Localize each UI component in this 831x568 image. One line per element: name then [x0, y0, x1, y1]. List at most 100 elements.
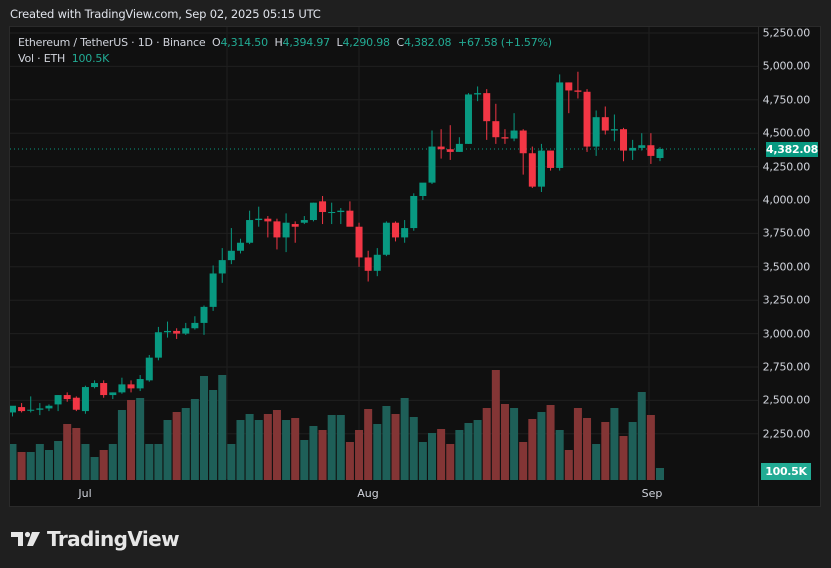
candle[interactable]	[537, 143, 545, 192]
volume-bar	[172, 412, 181, 480]
candle[interactable]	[565, 82, 573, 114]
candle[interactable]	[282, 213, 290, 253]
volume-bar	[428, 433, 436, 480]
candle[interactable]	[638, 133, 646, 151]
candle[interactable]	[300, 216, 308, 225]
symbol-title[interactable]: Ethereum / TetherUS · 1D · Binance	[18, 36, 206, 49]
candlestick-plot[interactable]	[10, 27, 820, 506]
candle[interactable]	[145, 354, 153, 382]
candle[interactable]	[164, 321, 172, 338]
candle[interactable]	[63, 392, 71, 402]
volume-bar	[510, 408, 519, 480]
candle[interactable]	[18, 403, 26, 413]
candle[interactable]	[592, 110, 600, 156]
price-tick-label: 2,750.00	[762, 360, 811, 374]
candle[interactable]	[455, 137, 463, 152]
candle[interactable]	[647, 133, 655, 164]
candle[interactable]	[519, 129, 527, 175]
volume-bar	[373, 424, 382, 480]
candle[interactable]	[191, 316, 199, 330]
candle[interactable]	[464, 93, 472, 144]
candle[interactable]	[309, 202, 317, 222]
candle[interactable]	[173, 328, 181, 339]
candle[interactable]	[273, 218, 281, 250]
candle[interactable]	[118, 377, 126, 394]
volume-bar	[628, 422, 637, 480]
candle[interactable]	[54, 395, 62, 412]
candle[interactable]	[72, 396, 80, 412]
volume-label[interactable]: Vol · ETH	[18, 52, 66, 65]
candle[interactable]	[401, 220, 409, 243]
candle[interactable]	[392, 221, 400, 242]
candle[interactable]	[209, 265, 217, 311]
volume-bar	[291, 418, 300, 480]
volume-bar	[491, 370, 500, 480]
candle[interactable]	[382, 221, 390, 257]
tradingview-logo: TradingView	[11, 527, 180, 551]
volume-bar	[482, 408, 491, 480]
volume-bar	[227, 444, 236, 480]
candle[interactable]	[218, 248, 226, 283]
candle[interactable]	[364, 250, 372, 282]
candle[interactable]	[337, 208, 345, 225]
candle[interactable]	[355, 222, 363, 267]
candle[interactable]	[547, 150, 555, 171]
candle[interactable]	[373, 248, 381, 277]
candle[interactable]	[154, 326, 162, 361]
candle[interactable]	[200, 305, 208, 335]
candle[interactable]	[81, 385, 89, 414]
volume-bar	[528, 419, 537, 480]
candle[interactable]	[10, 405, 16, 417]
volume-bar	[17, 452, 26, 480]
volume-bar	[90, 457, 99, 480]
candle[interactable]	[510, 113, 518, 142]
last-price-tag: 4,382.08	[766, 142, 818, 157]
candle[interactable]	[109, 392, 117, 400]
volume-bar	[382, 406, 391, 480]
candle[interactable]	[483, 89, 491, 140]
candle[interactable]	[182, 322, 190, 335]
candle[interactable]	[629, 139, 637, 160]
candle[interactable]	[556, 74, 564, 171]
candle[interactable]	[328, 202, 336, 225]
volume-bar	[418, 442, 427, 480]
open-value: 4,314.50	[220, 36, 268, 49]
candle[interactable]	[583, 89, 591, 152]
candle[interactable]	[656, 147, 664, 162]
candle[interactable]	[264, 216, 272, 238]
candle[interactable]	[346, 201, 354, 227]
candle[interactable]	[419, 182, 427, 200]
candle[interactable]	[610, 114, 618, 142]
candle[interactable]	[127, 380, 135, 393]
candle[interactable]	[574, 71, 582, 99]
candle[interactable]	[255, 206, 263, 227]
candle[interactable]	[291, 221, 299, 243]
candle[interactable]	[410, 193, 418, 231]
volume-bar	[555, 430, 564, 480]
volume-bar	[583, 418, 592, 480]
candle[interactable]	[474, 86, 482, 102]
candle[interactable]	[136, 375, 144, 392]
candle[interactable]	[528, 146, 536, 188]
chart-panel[interactable]: Ethereum / TetherUS · 1D · Binance O4,31…	[9, 26, 821, 507]
low-value: 4,290.98	[342, 36, 390, 49]
candle[interactable]	[437, 129, 445, 159]
candle[interactable]	[45, 404, 53, 412]
candle[interactable]	[236, 238, 244, 254]
candle[interactable]	[91, 380, 99, 389]
candle[interactable]	[501, 129, 509, 144]
candle[interactable]	[36, 403, 44, 416]
candle[interactable]	[27, 396, 35, 413]
candle[interactable]	[227, 228, 235, 265]
candle[interactable]	[428, 130, 436, 184]
candle[interactable]	[319, 195, 327, 225]
candle[interactable]	[492, 103, 500, 144]
candle[interactable]	[246, 210, 254, 245]
candle[interactable]	[620, 127, 628, 162]
volume-bar	[464, 423, 473, 480]
candle[interactable]	[601, 106, 609, 135]
volume-bar	[656, 468, 664, 480]
candle[interactable]	[100, 380, 108, 398]
open-label: O	[212, 36, 221, 49]
candle[interactable]	[446, 125, 454, 160]
